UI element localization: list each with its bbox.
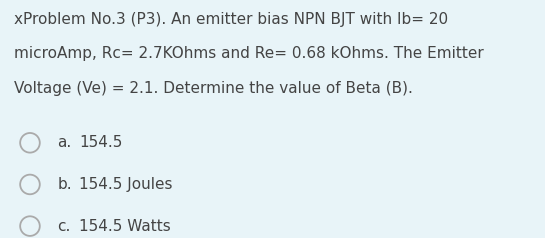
Text: 154.5 Joules: 154.5 Joules [79, 177, 173, 192]
Text: 154.5: 154.5 [79, 135, 123, 150]
Text: c.: c. [57, 218, 71, 234]
Text: microAmp, Rc= 2.7KOhms and Re= 0.68 kOhms. The Emitter: microAmp, Rc= 2.7KOhms and Re= 0.68 kOhm… [14, 46, 483, 61]
Text: xProblem No.3 (P3). An emitter bias NPN BJT with Ib= 20: xProblem No.3 (P3). An emitter bias NPN … [14, 12, 448, 27]
Text: a.: a. [57, 135, 71, 150]
Text: 154.5 Watts: 154.5 Watts [79, 218, 171, 234]
Text: b.: b. [57, 177, 72, 192]
Text: Voltage (Ve) = 2.1. Determine the value of Beta (B).: Voltage (Ve) = 2.1. Determine the value … [14, 81, 413, 96]
